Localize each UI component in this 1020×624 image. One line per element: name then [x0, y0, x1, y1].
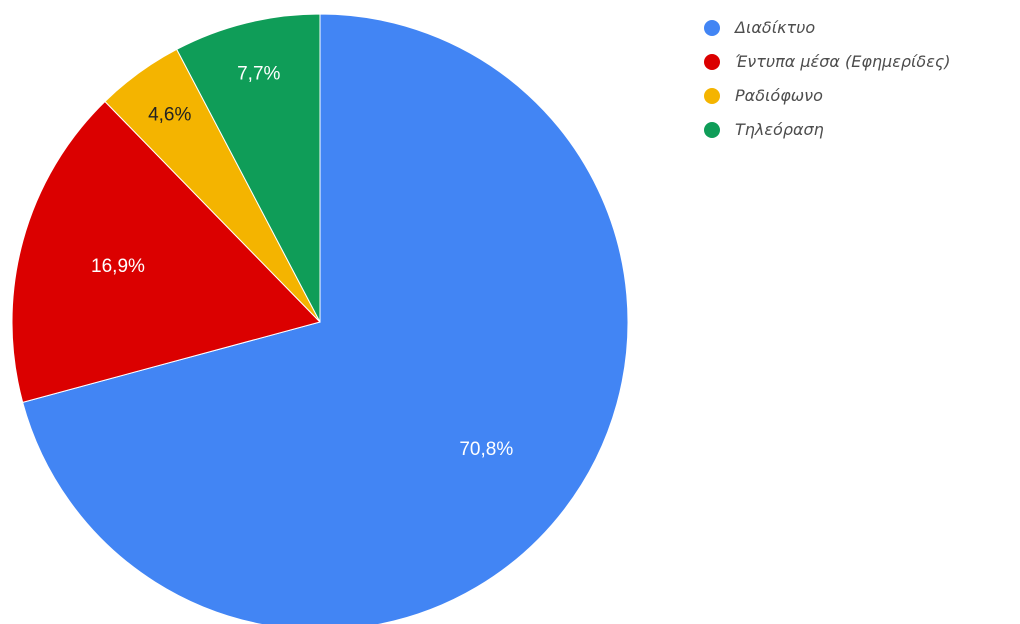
slice-value-label-1: 70,8%: [459, 439, 513, 460]
legend-label: Διαδίκτυο: [735, 18, 816, 37]
pie-slice-1: [22, 13, 629, 624]
pie-slice-4: [176, 13, 321, 323]
legend-label: Έντυπα μέσα (Εφημερίδες): [735, 52, 951, 71]
legend-label: Ραδιόφωνο: [735, 86, 823, 105]
legend-item-3: Ραδιόφωνο: [704, 84, 1016, 107]
legend-swatch: [704, 19, 720, 36]
legend-item-4: Τηλεόραση: [704, 118, 1016, 141]
slice-value-label-4: 7,7%: [237, 63, 280, 84]
legend-label: Τηλεόραση: [735, 120, 824, 139]
slice-value-label-2: 16,9%: [91, 256, 145, 277]
legend-swatch: [704, 53, 720, 70]
legend-swatch: [704, 121, 720, 138]
legend-item-2: Έντυπα μέσα (Εφημερίδες): [704, 50, 1016, 73]
legend-item-1: Διαδίκτυο: [704, 16, 1016, 39]
pie-slice-2: [11, 100, 321, 403]
legend-swatch: [704, 87, 720, 104]
chart-legend: Διαδίκτυο Έντυπα μέσα (Εφημερίδες) Ραδιόφω…: [704, 16, 1016, 152]
pie-chart-plot: 70,8% 16,9% 4,6% 7,7%: [11, 13, 629, 624]
slice-value-label-3: 4,6%: [148, 105, 191, 126]
